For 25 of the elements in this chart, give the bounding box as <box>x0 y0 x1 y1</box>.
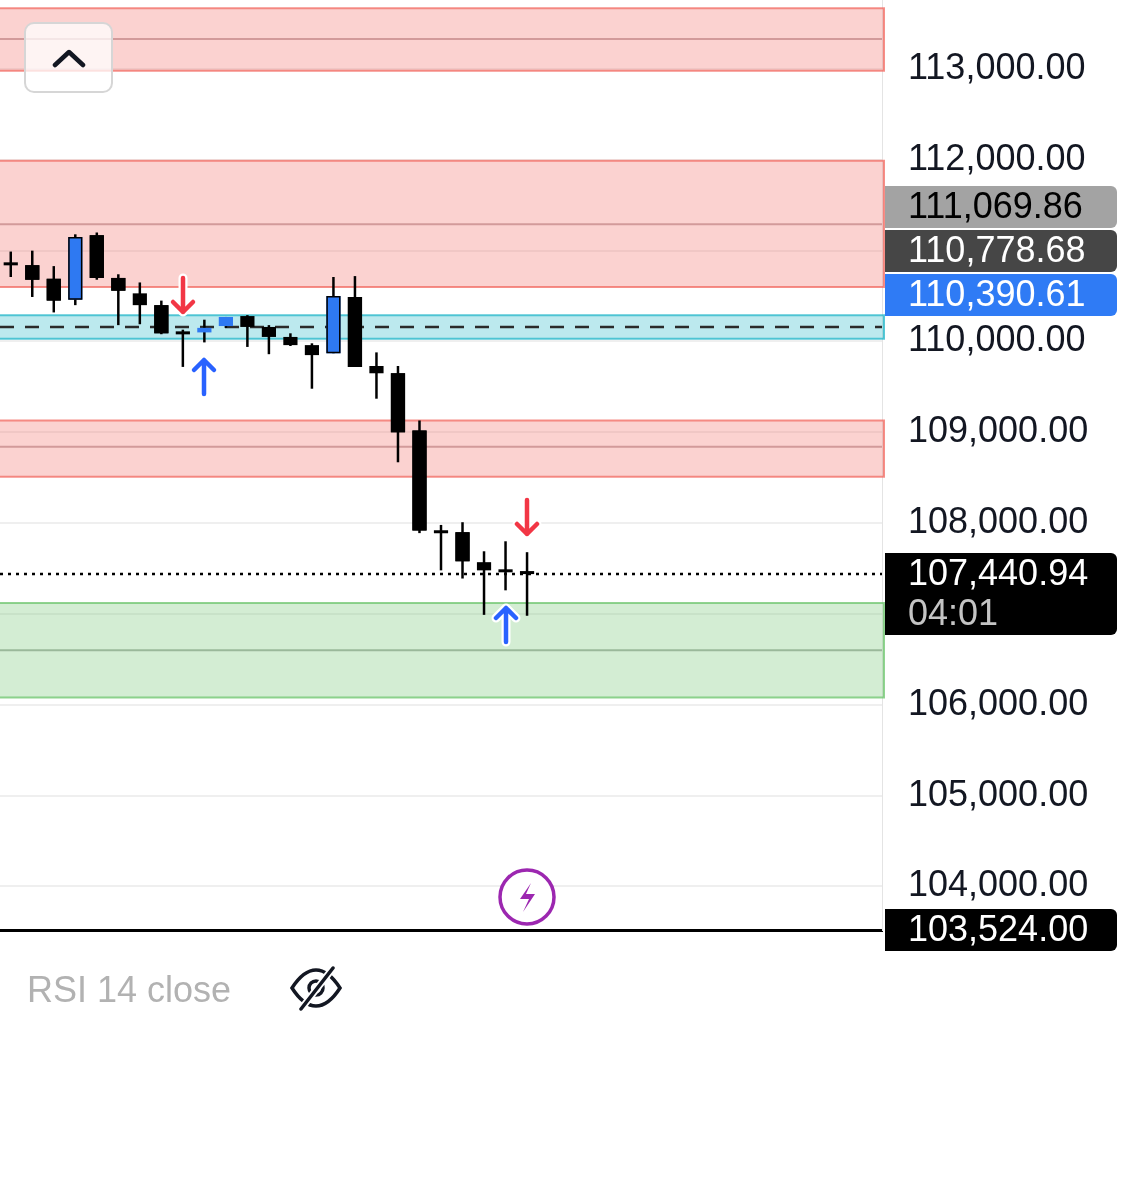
y-tick-label: 109,000.00 <box>908 409 1089 451</box>
candlestick <box>132 281 147 326</box>
y-tick-label: 105,000.00 <box>908 772 1089 814</box>
candlestick <box>369 351 384 400</box>
candlestick <box>46 264 61 314</box>
candlestick <box>111 273 126 327</box>
y-tick-label: 110,000.00 <box>908 318 1086 360</box>
text: 110,778.68 <box>908 228 1086 270</box>
text: RSI 14 close <box>27 969 232 1010</box>
candlestick <box>304 342 320 390</box>
text: 111,069.86 <box>908 184 1083 226</box>
candlestick <box>240 313 255 349</box>
candlestick <box>3 250 18 279</box>
candlestick <box>25 249 40 299</box>
candlestick <box>261 323 276 356</box>
candlestick <box>433 523 449 572</box>
y-tick-label: 104,000.00 <box>908 863 1089 905</box>
text: 103,524.00 <box>908 907 1089 949</box>
y-tick-label: 112,000.00 <box>908 136 1086 178</box>
ref-line-label: 107,440.94 04:01 <box>908 551 1089 633</box>
text: 110,390.61 <box>908 272 1086 314</box>
y-tick-label: 108,000.00 <box>908 500 1089 542</box>
candlestick <box>175 328 190 369</box>
y-tick-label: 106,000.00 <box>908 681 1089 723</box>
y-tick-label: 113,000.00 <box>908 45 1086 87</box>
